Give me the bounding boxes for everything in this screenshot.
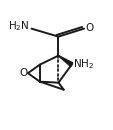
Text: H$_2$N: H$_2$N: [8, 19, 29, 33]
Text: NH$_2$: NH$_2$: [73, 58, 94, 71]
Text: O: O: [85, 23, 93, 33]
Text: O: O: [19, 68, 27, 78]
Polygon shape: [58, 56, 72, 67]
